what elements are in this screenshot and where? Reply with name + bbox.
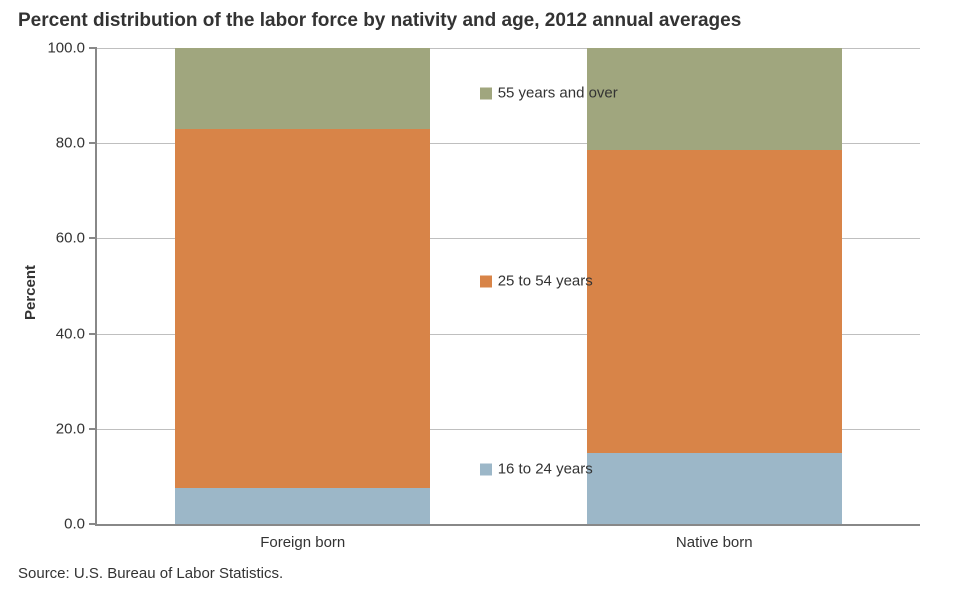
x-category-label: Foreign born: [260, 534, 345, 551]
chart-title: Percent distribution of the labor force …: [18, 10, 741, 32]
y-tick-label: 20.0: [56, 420, 85, 437]
x-category-label: Native born: [676, 534, 753, 551]
legend-item: 16 to 24 years: [480, 461, 593, 478]
chart-canvas: Percent distribution of the labor force …: [0, 0, 960, 596]
bar-segment: [587, 48, 842, 150]
y-tick-label: 0.0: [64, 516, 85, 533]
plot-area: 0.020.040.060.080.0100.0Foreign bornNati…: [95, 48, 920, 526]
bar-segment: [175, 48, 430, 129]
bar-segment: [175, 488, 430, 524]
legend-swatch: [480, 275, 492, 287]
legend-item: 55 years and over: [480, 85, 618, 102]
legend-label: 25 to 54 years: [498, 273, 593, 290]
bar-segment: [587, 453, 842, 524]
source-note: Source: U.S. Bureau of Labor Statistics.: [18, 565, 283, 582]
bar-foreign-born: [175, 48, 430, 524]
bar-segment: [587, 150, 842, 452]
legend-item: 25 to 54 years: [480, 273, 593, 290]
bar-segment: [175, 129, 430, 488]
legend-label: 16 to 24 years: [498, 461, 593, 478]
legend-swatch: [480, 87, 492, 99]
y-tick-label: 40.0: [56, 325, 85, 342]
legend-label: 55 years and over: [498, 85, 618, 102]
y-tick-label: 80.0: [56, 135, 85, 152]
y-axis-label: Percent: [22, 265, 39, 320]
y-tick: [89, 523, 97, 525]
legend-swatch: [480, 463, 492, 475]
y-tick: [89, 237, 97, 239]
y-tick: [89, 142, 97, 144]
bar-native-born: [587, 48, 842, 524]
y-tick: [89, 333, 97, 335]
y-tick-label: 100.0: [47, 40, 85, 57]
y-tick-label: 60.0: [56, 230, 85, 247]
y-tick: [89, 47, 97, 49]
y-tick: [89, 428, 97, 430]
